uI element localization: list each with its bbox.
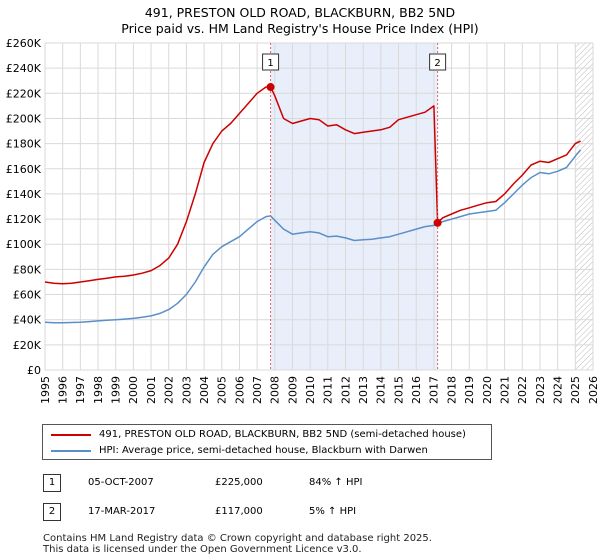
y-tick-label: £140K: [6, 188, 42, 201]
price-chart: £0 £20K £40K £60K £80K £100K £120K £140K £160K £1…: [6, 37, 600, 404]
annotation-box: [429, 53, 447, 71]
x-tick-label: 1996: [57, 376, 70, 404]
hpi-line: [44, 149, 582, 324]
chart-title: 491, PRESTON OLD ROAD, BLACKBURN, BB2 5N…: [144, 5, 456, 20]
y-tick-label: £20K: [13, 339, 42, 352]
sale-period-shade: [270, 43, 438, 370]
annotation-label: 1: [267, 58, 273, 69]
y-tick-label: £160K: [6, 163, 42, 176]
y-tick-label: £260K: [6, 37, 42, 50]
x-tick-label: 2025: [569, 376, 582, 404]
y-tick-label: £220K: [6, 87, 42, 100]
y-tick-label: £60K: [13, 289, 42, 302]
legend-swatch-hpi: [51, 450, 91, 452]
y-tick-label: £100K: [6, 238, 42, 251]
y-tick-label: £200K: [6, 112, 42, 125]
x-tick-label: 2011: [322, 376, 335, 404]
x-tick-label: 2017: [428, 376, 441, 404]
x-tick-label: 2005: [216, 376, 229, 404]
x-tick-label: 2012: [339, 376, 352, 404]
x-tick-label: 2008: [269, 376, 282, 404]
property-price-line: [44, 86, 581, 285]
y-tick-label: £240K: [6, 62, 42, 75]
y-tick-label: £40K: [13, 314, 42, 327]
x-tick-label: 2021: [498, 376, 511, 404]
forecast-hatch: [575, 43, 593, 370]
transaction-hpi: 5% ↑ HPI: [309, 506, 357, 517]
legend-label-hpi: HPI: Average price, semi-detached house,…: [99, 445, 428, 456]
y-tick-label: £80K: [13, 263, 42, 276]
x-tick-label: 2018: [445, 376, 458, 404]
x-tick-label: 2015: [392, 376, 405, 404]
x-tick-label: 1997: [74, 376, 87, 404]
footer-license: This data is licensed under the Open Gov…: [43, 544, 362, 555]
x-tick-label: 2013: [357, 376, 370, 404]
x-tick-label: 2007: [251, 376, 264, 404]
transaction-date: 17-MAR-2017: [88, 506, 156, 517]
transaction-number: 2: [43, 503, 61, 521]
chart-subtitle: Price paid vs. HM Land Registry's House …: [121, 21, 479, 36]
y-tick-label: £120K: [6, 213, 42, 226]
legend-label-property: 491, PRESTON OLD ROAD, BLACKBURN, BB2 5N…: [99, 429, 466, 440]
transaction-price: £117,000: [215, 506, 263, 517]
transaction-date: 05-OCT-2007: [88, 477, 154, 488]
x-tick-label: 2023: [534, 376, 547, 404]
x-tick-label: 2001: [145, 376, 158, 404]
x-tick-label: 2002: [163, 376, 176, 404]
transaction-hpi: 84% ↑ HPI: [309, 477, 363, 488]
transaction-price: £225,000: [215, 477, 263, 488]
x-tick-label: 2009: [286, 376, 299, 404]
x-tick-label: 2014: [375, 376, 388, 404]
annotation-box: [262, 53, 280, 71]
x-tick-label: 2006: [233, 376, 246, 404]
y-tick-label: £180K: [6, 138, 42, 151]
x-tick-label: 2000: [127, 376, 140, 404]
x-tick-label: 1995: [39, 376, 52, 404]
x-tick-label: 2019: [463, 376, 476, 404]
x-tick-label: 2024: [551, 376, 564, 404]
sale-point: [266, 83, 275, 92]
sale-point: [433, 218, 442, 227]
annotation-label: 2: [434, 58, 440, 69]
x-tick-label: 2026: [587, 376, 600, 404]
x-tick-label: 2003: [180, 376, 193, 404]
x-tick-label: 2022: [516, 376, 529, 404]
legend: 491, PRESTON OLD ROAD, BLACKBURN, BB2 5N…: [42, 424, 492, 460]
transaction-number: 1: [43, 474, 61, 492]
x-tick-label: 2004: [198, 376, 211, 404]
x-tick-label: 1999: [110, 376, 123, 404]
footer-copyright: Contains HM Land Registry data © Crown c…: [43, 533, 432, 544]
y-tick-label: £0: [27, 364, 41, 377]
x-tick-label: 2010: [304, 376, 317, 404]
x-tick-label: 2020: [481, 376, 494, 404]
x-tick-label: 1998: [92, 376, 105, 404]
x-tick-label: 2016: [410, 376, 423, 404]
legend-swatch-property: [51, 434, 91, 436]
